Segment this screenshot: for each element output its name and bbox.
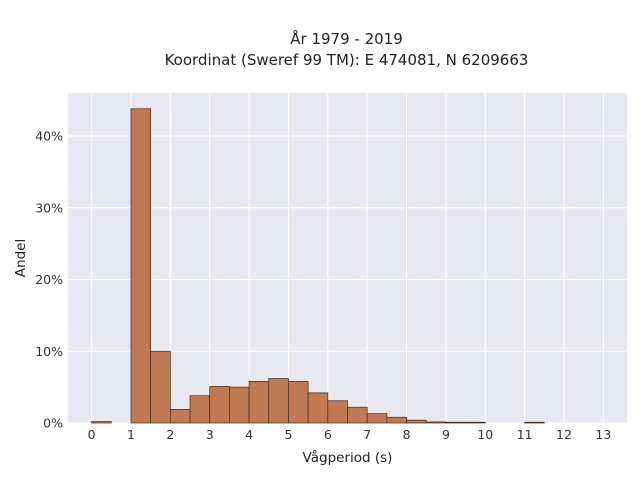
x-tick-label: 3 bbox=[206, 427, 214, 442]
histogram-bar bbox=[425, 421, 447, 424]
x-tick-label: 2 bbox=[166, 427, 174, 442]
histogram-bar bbox=[445, 421, 466, 424]
x-tick-label: 6 bbox=[324, 427, 332, 442]
histogram-bar bbox=[524, 421, 545, 424]
grid-lines bbox=[68, 93, 627, 424]
x-tick-label: 13 bbox=[595, 427, 611, 442]
y-tick-label: 20% bbox=[35, 272, 63, 287]
histogram-bar bbox=[150, 350, 171, 424]
x-tick-label: 8 bbox=[403, 427, 411, 442]
histogram-bar bbox=[307, 392, 329, 424]
histogram-bar bbox=[130, 108, 152, 424]
x-axis-label: Vågperiod (s) bbox=[303, 449, 393, 466]
histogram-bar bbox=[288, 381, 309, 424]
histogram-bar bbox=[347, 406, 368, 424]
histogram-bar bbox=[229, 386, 250, 424]
histogram-bars bbox=[91, 108, 545, 424]
histogram-bar bbox=[268, 378, 289, 424]
x-tick-label: 5 bbox=[284, 427, 292, 442]
histogram-bar bbox=[406, 419, 427, 424]
histogram-bar bbox=[366, 413, 388, 424]
histogram-bar bbox=[91, 421, 112, 424]
histogram-bar bbox=[386, 416, 407, 424]
x-tick-label: 10 bbox=[477, 427, 493, 442]
x-tick-label: 1 bbox=[127, 427, 135, 442]
chart-title: År 1979 - 2019 bbox=[290, 30, 403, 48]
histogram-bar bbox=[209, 386, 230, 424]
y-tick-label: 30% bbox=[35, 200, 63, 215]
x-tick-label: 0 bbox=[88, 427, 96, 442]
chart-subtitle: Koordinat (Sweref 99 TM): E 474081, N 62… bbox=[164, 51, 529, 69]
x-tick-label: 7 bbox=[363, 427, 371, 442]
y-axis-ticks: 0% 10% 20% 30% 40% bbox=[35, 129, 63, 431]
histogram-bar bbox=[465, 421, 486, 424]
histogram-bar bbox=[327, 400, 348, 424]
y-tick-label: 10% bbox=[35, 344, 63, 359]
y-tick-label: 40% bbox=[35, 129, 63, 144]
x-tick-label: 9 bbox=[442, 427, 450, 442]
histogram-bar bbox=[189, 395, 211, 424]
x-tick-label: 4 bbox=[245, 427, 253, 442]
histogram-bar bbox=[248, 381, 270, 424]
x-axis-ticks: 0 1 2 3 4 5 6 7 8 9 10 11 12 13 bbox=[88, 427, 612, 442]
y-axis-label: Andel bbox=[13, 239, 29, 277]
histogram-bar bbox=[170, 409, 191, 424]
y-tick-label: 0% bbox=[43, 416, 63, 431]
x-tick-label: 12 bbox=[556, 427, 572, 442]
x-tick-label: 11 bbox=[517, 427, 533, 442]
